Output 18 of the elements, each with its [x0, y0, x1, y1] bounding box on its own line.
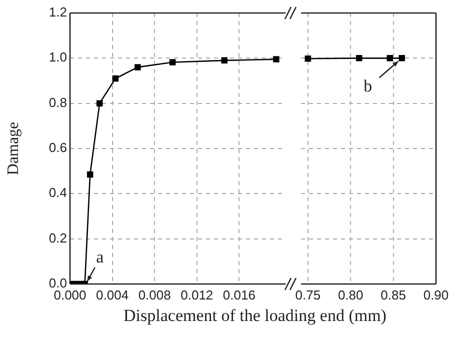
x-tick-label: 0.75	[295, 287, 321, 302]
x-tick-label: 0.012	[180, 287, 214, 302]
y-axis-title: Damage	[4, 122, 22, 176]
y-tick-label: 1.2	[48, 4, 67, 20]
x-tick-label: 0.004	[96, 287, 129, 302]
y-tick-label: 1.0	[48, 50, 67, 65]
x-tick-label: 0.016	[222, 287, 256, 302]
x-tick-label: 0.85	[380, 287, 406, 302]
annotation: a	[96, 247, 104, 266]
x-tick-label: 0.80	[338, 287, 364, 302]
x-tick-label: 0.90	[423, 287, 449, 302]
y-tick-label: 0.6	[48, 140, 67, 156]
annotation: b	[364, 76, 372, 96]
x-tick-label: 0.008	[138, 287, 171, 302]
y-tick-label: 0.8	[48, 94, 67, 110]
y-tick-label: 0.2	[48, 230, 67, 246]
y-tick-label: 0.4	[48, 185, 67, 200]
x-axis-title: Displacement of the loading end (mm)	[122, 306, 388, 326]
